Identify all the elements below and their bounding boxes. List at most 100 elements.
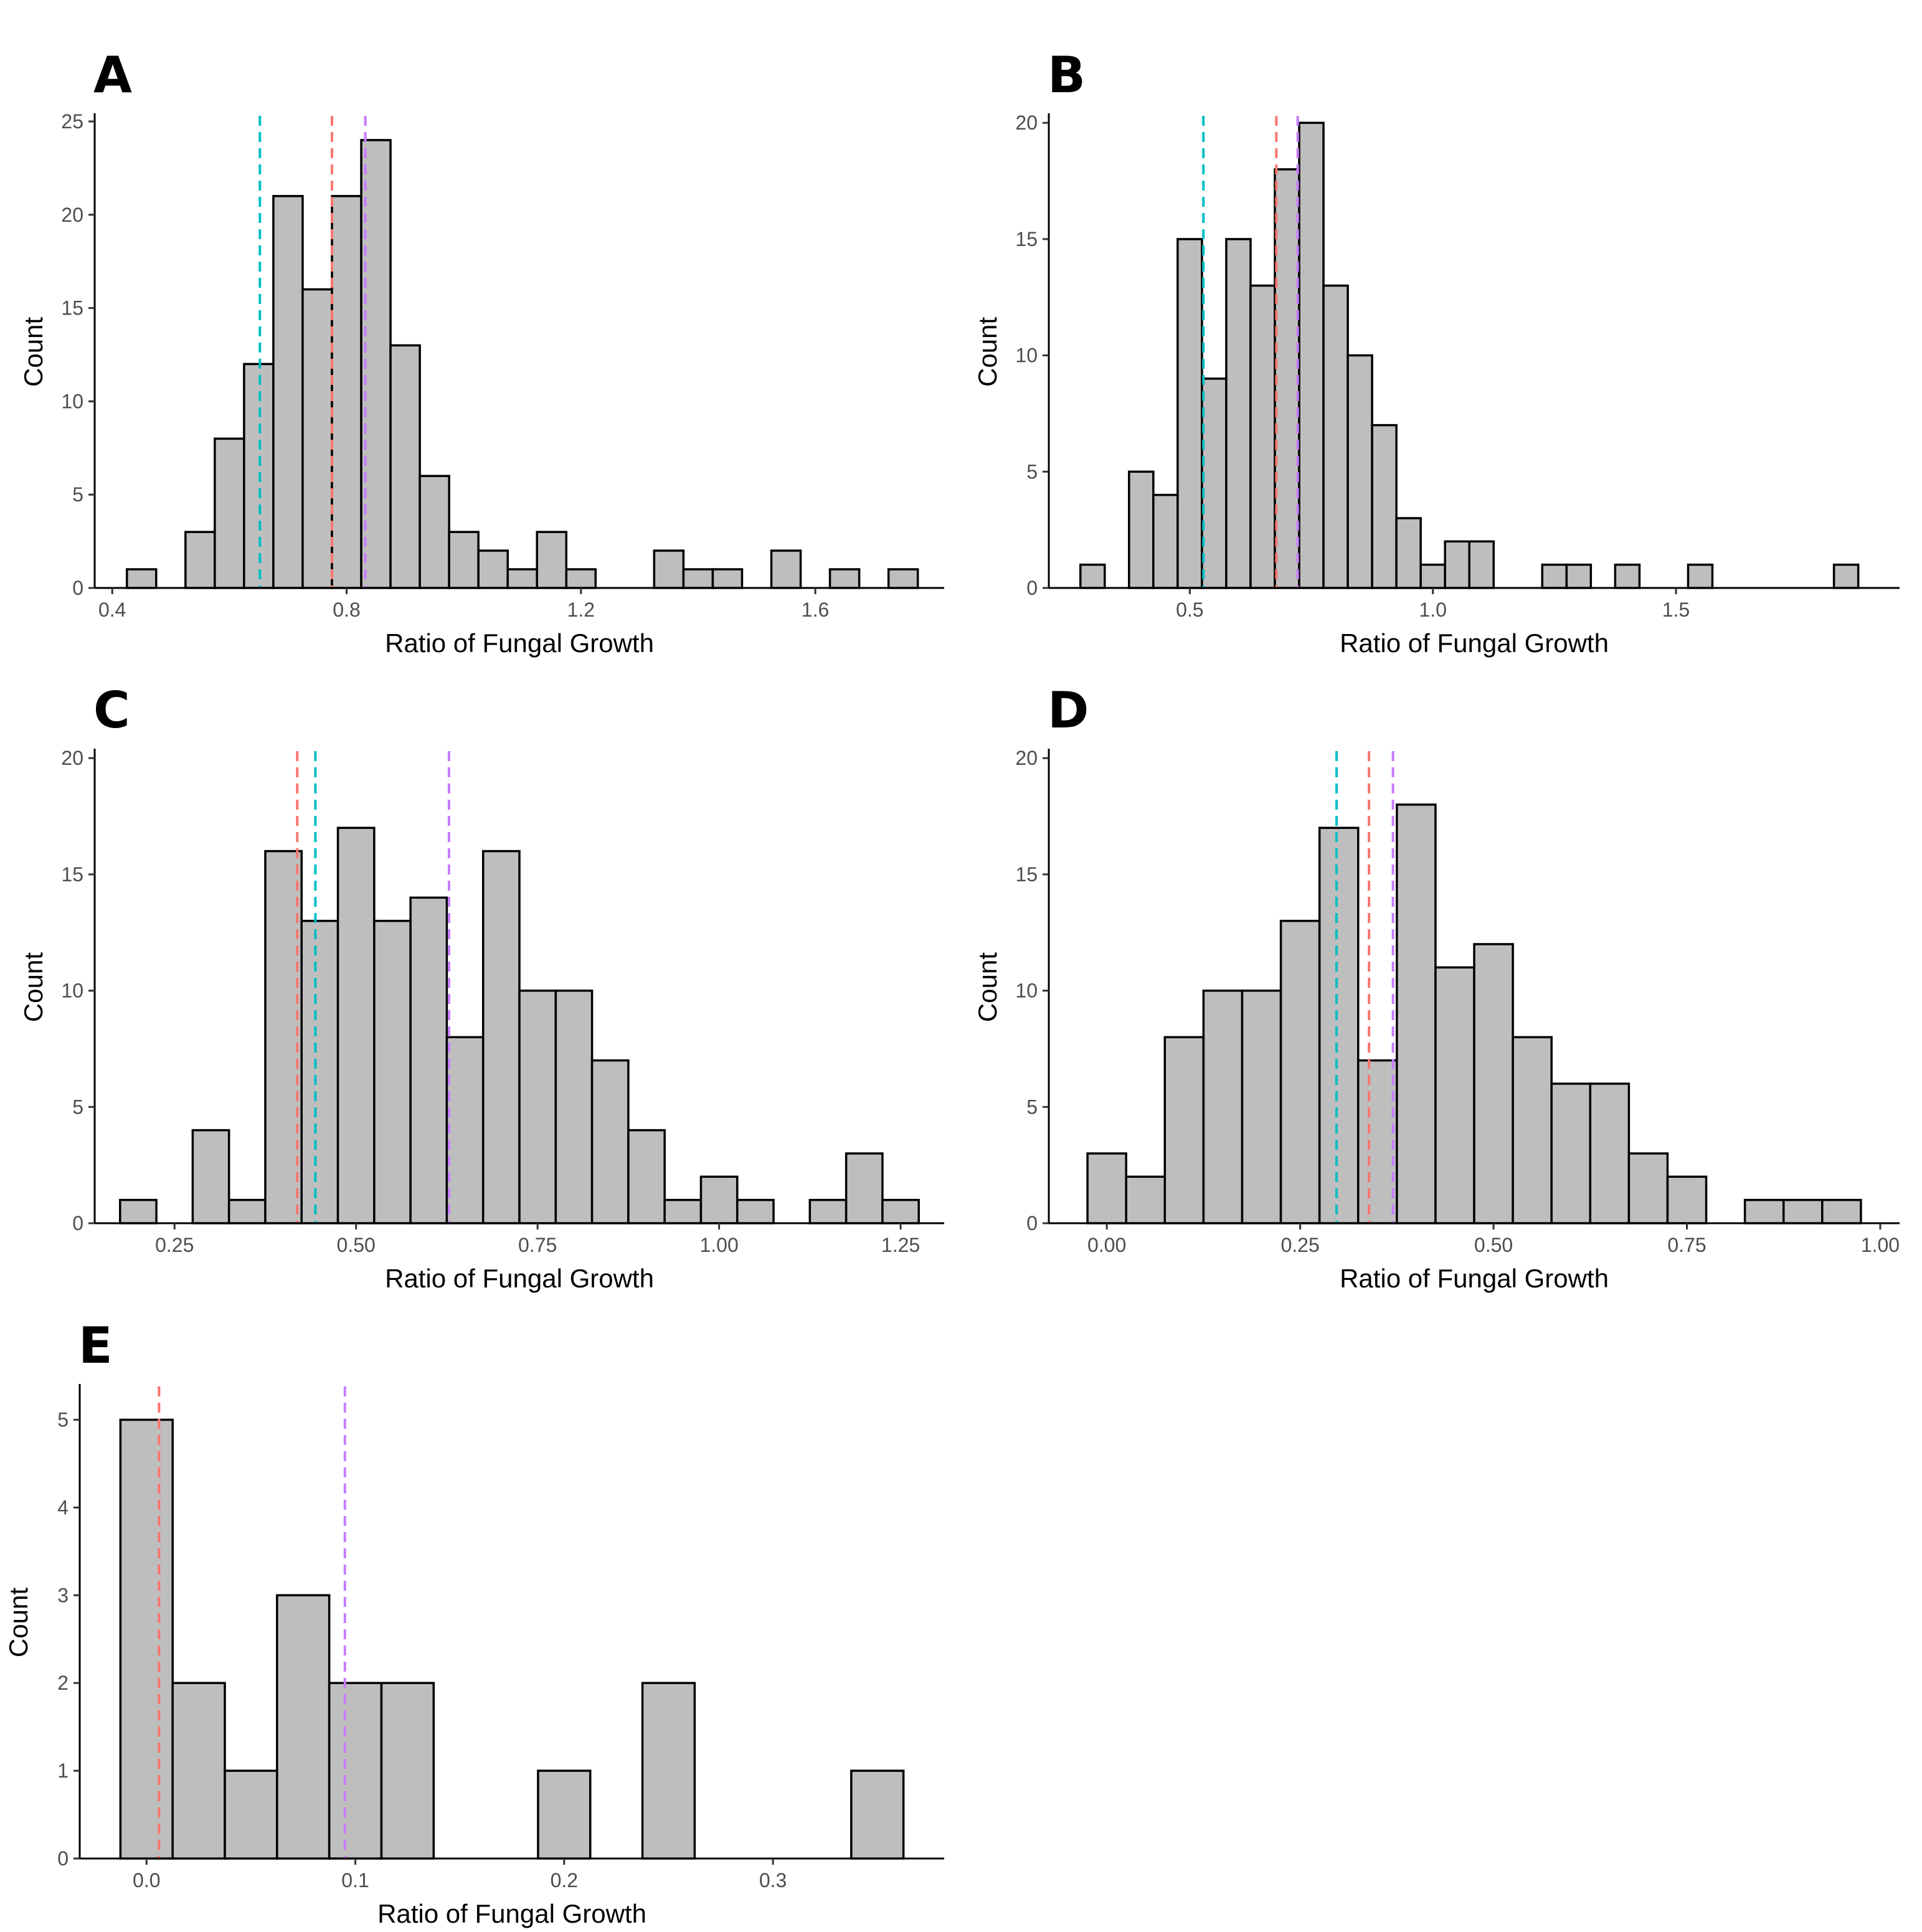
histogram-bar <box>331 195 362 589</box>
histogram-bar <box>119 1198 158 1224</box>
y-tick-label: 5 <box>72 483 83 506</box>
histogram-bar <box>1434 966 1475 1224</box>
histogram-bar <box>736 1198 775 1224</box>
y-tick-label: 5 <box>72 1096 83 1118</box>
histogram-bar <box>328 1682 383 1860</box>
y-tick-label: 0 <box>72 1212 83 1234</box>
y-tick-label: 10 <box>61 980 83 1002</box>
histogram-bar <box>191 1129 230 1224</box>
x-tick-label: 0.50 <box>1474 1234 1513 1256</box>
panel-e: E 0 1 2 3 4 5 0.0 0.1 0.2 0.3 Ratio of Fungal Growt… <box>4 1317 944 1928</box>
histogram-bar <box>1225 238 1252 589</box>
x-tick-label: 0.1 <box>341 1869 369 1892</box>
histogram-bar <box>336 826 376 1224</box>
histogram-bar <box>300 919 339 1224</box>
histogram-bar <box>641 1682 696 1860</box>
histogram-bar <box>1086 1152 1127 1224</box>
histogram-bar <box>1322 284 1349 589</box>
histogram-bar <box>536 531 568 589</box>
histogram-bar <box>272 195 304 589</box>
histogram-bar <box>224 1769 278 1860</box>
y-tick-label: 15 <box>61 297 83 320</box>
x-tick-label: 0.2 <box>551 1869 578 1892</box>
histogram-bar <box>1274 168 1300 589</box>
histogram-bar <box>828 568 861 589</box>
histogram-bar <box>1614 563 1641 589</box>
histogram-bar <box>1318 826 1360 1224</box>
histogram-bar <box>1079 563 1106 589</box>
histogram-bar <box>663 1198 703 1224</box>
histogram-bar <box>1249 284 1276 589</box>
histogram-bar <box>380 1682 435 1860</box>
histogram-bar <box>850 1769 905 1860</box>
panel-letter: A <box>93 46 132 104</box>
y-tick-label: 4 <box>57 1496 69 1518</box>
y-tick-label: 20 <box>1015 111 1038 134</box>
histogram-bar <box>448 531 480 589</box>
histogram-bar <box>1565 563 1593 589</box>
histogram-bar <box>1152 493 1179 589</box>
panel-letter: E <box>78 1317 113 1375</box>
y-tick-label: 0 <box>57 1847 69 1870</box>
histogram-bar <box>419 475 450 589</box>
histogram-bar <box>1666 1175 1708 1224</box>
histogram-bar <box>171 1682 226 1860</box>
histogram-bar <box>1541 563 1568 589</box>
histogram-bar <box>1241 989 1282 1224</box>
histogram-bar <box>214 437 245 589</box>
y-tick-label: 1 <box>57 1759 69 1782</box>
y-tick-label: 15 <box>1015 863 1038 886</box>
histogram-bar <box>1347 354 1373 589</box>
histogram-bar <box>1202 989 1244 1224</box>
histogram-bar <box>1550 1082 1592 1224</box>
histogram-bar <box>565 568 597 589</box>
x-axis-title: Ratio of Fungal Growth <box>1340 628 1609 658</box>
y-tick-label: 15 <box>61 863 83 886</box>
histogram-bar <box>119 1418 174 1860</box>
histogram-bar <box>699 1175 739 1224</box>
histogram-bar <box>1743 1198 1785 1224</box>
y-tick-label: 5 <box>57 1409 69 1431</box>
y-axis-title: Count <box>19 317 48 387</box>
y-tick-label: 25 <box>61 110 83 133</box>
x-tick-label: 1.00 <box>699 1234 738 1256</box>
x-tick-label: 0.75 <box>518 1234 557 1256</box>
histogram-bar <box>537 1769 592 1860</box>
histogram-bar <box>264 850 303 1224</box>
panel-a: A 0 5 10 15 20 25 0.4 0.8 1.2 1.6 Ratio of Fungal G… <box>19 46 944 658</box>
histogram-bar <box>682 568 714 589</box>
histogram-bar <box>276 1594 331 1860</box>
y-tick-label: 5 <box>1026 460 1038 483</box>
y-axis-title: Count <box>4 1588 33 1657</box>
x-tick-label: 0.25 <box>1281 1234 1319 1256</box>
histogram-bar <box>554 989 594 1224</box>
y-axis-title: Count <box>973 317 1002 387</box>
panel-d: D 0 5 10 15 20 0.00 0.25 0.50 0.75 1.00 Ratio of Fu… <box>973 681 1900 1293</box>
x-axis-title: Ratio of Fungal Growth <box>377 1899 646 1928</box>
x-tick-label: 1.00 <box>1861 1234 1900 1256</box>
histogram-bar <box>590 1059 630 1224</box>
histogram-bar <box>1279 919 1321 1224</box>
y-tick-label: 3 <box>57 1584 69 1606</box>
histogram-bar <box>1396 803 1437 1224</box>
y-tick-label: 0 <box>1026 577 1038 599</box>
x-tick-label: 0.5 <box>1176 599 1203 621</box>
histogram-bar <box>445 1036 485 1224</box>
y-tick-label: 0 <box>1026 1212 1038 1234</box>
histogram-bar <box>1395 517 1422 589</box>
histogram-bar <box>1356 1059 1398 1224</box>
y-tick-label: 10 <box>61 390 83 412</box>
panel-letter: B <box>1048 46 1086 104</box>
histogram-bar <box>1419 563 1446 589</box>
x-tick-label: 0.00 <box>1087 1234 1126 1256</box>
histogram-bar <box>518 989 557 1224</box>
y-axis-title: Count <box>19 952 48 1022</box>
y-tick-label: 5 <box>1026 1096 1038 1118</box>
x-tick-label: 0.0 <box>133 1869 160 1892</box>
histogram-bar <box>301 288 333 589</box>
histogram-bar <box>1201 377 1228 589</box>
panel-c: C 0 5 10 15 20 0.25 0.50 0.75 1.00 1.25 Ratio of Fu… <box>19 681 944 1293</box>
histogram-bar <box>1176 238 1203 589</box>
histogram-bar <box>881 1198 920 1224</box>
